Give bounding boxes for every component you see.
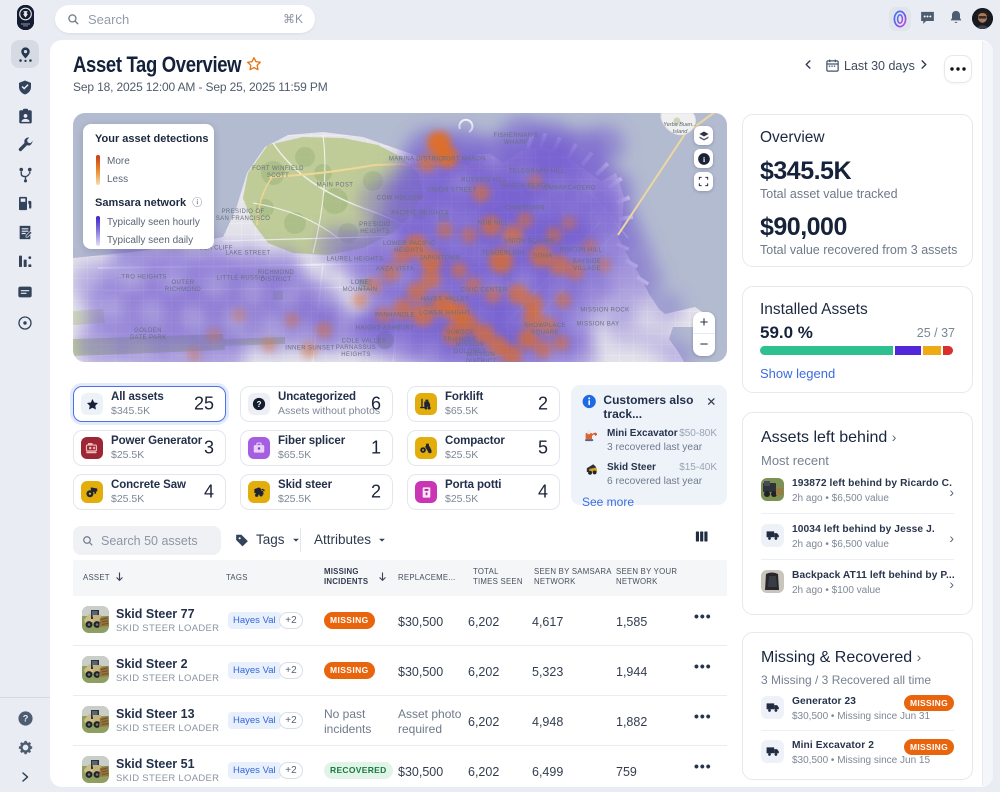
svg-text:?: ?	[22, 713, 28, 723]
svg-text:?: ?	[257, 400, 262, 409]
svg-text:i: i	[702, 154, 704, 163]
